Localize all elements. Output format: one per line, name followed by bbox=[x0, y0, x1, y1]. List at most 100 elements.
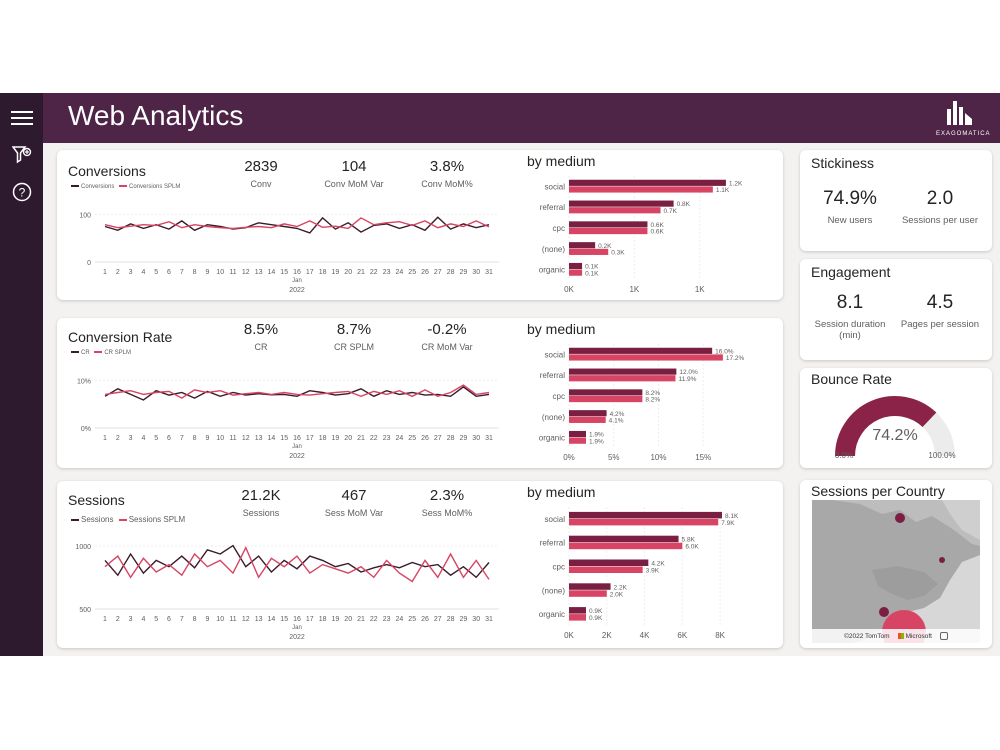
gauge-max-label: 100.0% bbox=[928, 451, 955, 460]
bar-current bbox=[569, 221, 648, 228]
x-tick-label: 28 bbox=[447, 435, 455, 442]
map-bubble[interactable] bbox=[879, 607, 889, 617]
x-tick-label: 8 bbox=[193, 435, 197, 442]
conversion-rate-medium-bar-chart: 0% 5% 10% 15%social 16.0%17.2%referral 12.0%1… bbox=[539, 344, 745, 462]
report-canvas: ? Web Analytics EXAGOMATICA Conversions … bbox=[0, 93, 1000, 656]
x-tick-label: 28 bbox=[447, 616, 455, 623]
x-tick-label: 5 bbox=[154, 269, 158, 276]
map-provider: Microsoft bbox=[897, 632, 932, 640]
hamburger-menu-icon[interactable] bbox=[0, 101, 43, 135]
gauge-value-label: 74.2% bbox=[872, 427, 917, 444]
bar-previous bbox=[569, 207, 661, 214]
data-label: 4.1% bbox=[609, 417, 624, 424]
world-map[interactable]: ©2022 TomTom Microsoft bbox=[812, 500, 980, 643]
x-tick-label: 29 bbox=[460, 616, 468, 623]
x-tick-label: 11 bbox=[229, 269, 236, 276]
x-tick-label: 18 bbox=[319, 435, 327, 442]
data-label: 6.0K bbox=[685, 544, 699, 551]
bar-current bbox=[569, 607, 586, 614]
category-label: (none) bbox=[542, 413, 565, 422]
series-line-cr bbox=[104, 386, 490, 401]
kpi-cr-splm: 8.7% CR SPLM bbox=[299, 321, 409, 352]
x-tick-label: 22 bbox=[370, 435, 378, 442]
data-label: 0.9K bbox=[589, 615, 603, 622]
x-tick-label: 7 bbox=[180, 435, 184, 442]
x-tick-label: 15 bbox=[280, 269, 288, 276]
bar-previous bbox=[569, 248, 609, 255]
bar-current bbox=[569, 535, 679, 543]
kpi-pages-per-session: 4.5 Pages per session bbox=[895, 292, 985, 331]
legend-item: CR bbox=[81, 350, 90, 356]
category-label: organic bbox=[539, 434, 565, 443]
logo-bars-icon bbox=[947, 101, 972, 125]
x-axis-year-label: 2022 bbox=[289, 634, 305, 641]
conversions-card: Conversions Conversions Conversions SPLM… bbox=[57, 150, 783, 300]
brand-logo: EXAGOMATICA bbox=[936, 99, 990, 139]
map-expand-icon[interactable] bbox=[939, 632, 948, 640]
category-label: organic bbox=[539, 610, 565, 619]
bar-previous bbox=[569, 590, 607, 597]
x-tick-label: 17 bbox=[306, 269, 314, 276]
x-tick-label: 27 bbox=[434, 616, 442, 623]
x-tick-label: 15 bbox=[280, 616, 288, 623]
x-tick-label: 13 bbox=[255, 269, 263, 276]
x-tick-label: 28 bbox=[447, 269, 455, 276]
x-tick-label: 10 bbox=[216, 435, 224, 442]
x-tick-label: 31 bbox=[485, 435, 493, 442]
conversions-legend: Conversions Conversions SPLM bbox=[68, 184, 180, 190]
x-tick-label: 12 bbox=[242, 435, 250, 442]
x-tick-label: 19 bbox=[332, 435, 340, 442]
map-copyright: ©2022 TomTom bbox=[844, 632, 890, 640]
left-nav-rail: ? bbox=[0, 93, 43, 656]
map-bubble[interactable] bbox=[895, 513, 905, 523]
x-tick-label: 24 bbox=[396, 435, 404, 442]
data-label: 4.2% bbox=[610, 411, 625, 418]
filter-icon[interactable] bbox=[0, 138, 43, 172]
bar-current bbox=[569, 347, 713, 354]
kpi-label: Sessions bbox=[242, 508, 280, 518]
help-icon[interactable]: ? bbox=[0, 175, 43, 209]
x-tick-label: 23 bbox=[383, 269, 391, 276]
bar-previous bbox=[569, 518, 719, 526]
legend-item: Sessions SPLM bbox=[128, 515, 186, 524]
bar-current bbox=[569, 430, 586, 438]
x-tick-label: 6 bbox=[167, 435, 171, 442]
kpi-value: 74.9% bbox=[823, 188, 877, 209]
conversions-medium-bar-chart: 0K 1K 1K social 1.2K1.1K referral 0.8K0.7K cpc 0… bbox=[539, 176, 743, 294]
map-attribution: ©2022 TomTom Microsoft bbox=[812, 629, 980, 643]
map-bubble[interactable] bbox=[939, 557, 945, 563]
x-tick-label: 26 bbox=[421, 269, 429, 276]
data-label: 0.1K bbox=[585, 264, 599, 271]
bar-previous bbox=[569, 416, 606, 423]
data-label: 0.7K bbox=[664, 208, 678, 215]
x-tick-label: 27 bbox=[434, 435, 442, 442]
bar-previous bbox=[569, 375, 676, 382]
x-tick-label: 26 bbox=[421, 616, 429, 623]
kpi-value: 2.0 bbox=[926, 188, 954, 209]
map-provider-name: Microsoft bbox=[905, 632, 932, 640]
data-label: 1.1K bbox=[716, 187, 730, 194]
x-tick-label: 9 bbox=[205, 616, 209, 623]
map-land-shapes bbox=[812, 500, 980, 643]
x-tick-label: 25 bbox=[408, 269, 416, 276]
category-label: referral bbox=[540, 371, 566, 380]
x-tick-label: 14 bbox=[268, 616, 276, 623]
gauge-value-arc bbox=[835, 396, 937, 457]
conversion-rate-line-chart: 10%0%1 2 3 4 5 6 7 8 9 10 11 12 13 14 15 16 17 18 19 20 21 22… bbox=[77, 378, 499, 460]
x-axis-year-label: 2022 bbox=[289, 287, 305, 294]
x-tick-label: 1K bbox=[629, 285, 639, 294]
kpi-cr-mom-var: -0.2% CR MoM Var bbox=[392, 321, 502, 352]
kpi-label: Sess MoM Var bbox=[324, 508, 384, 518]
category-label: social bbox=[545, 182, 566, 191]
x-tick-label: 12 bbox=[242, 616, 250, 623]
data-label: 7.9K bbox=[721, 520, 735, 527]
bar-current bbox=[569, 583, 611, 590]
sessions-legend: Sessions Sessions SPLM bbox=[68, 515, 185, 524]
kpi-sessions-per-user: 2.0 Sessions per user bbox=[895, 188, 985, 227]
series-line-conversions-splm bbox=[104, 217, 490, 230]
x-tick-label: 12 bbox=[242, 269, 250, 276]
x-tick-label: 4 bbox=[141, 269, 145, 276]
kpi-value: 467 bbox=[341, 487, 367, 504]
kpi-new-users: 74.9% New users bbox=[805, 188, 895, 227]
